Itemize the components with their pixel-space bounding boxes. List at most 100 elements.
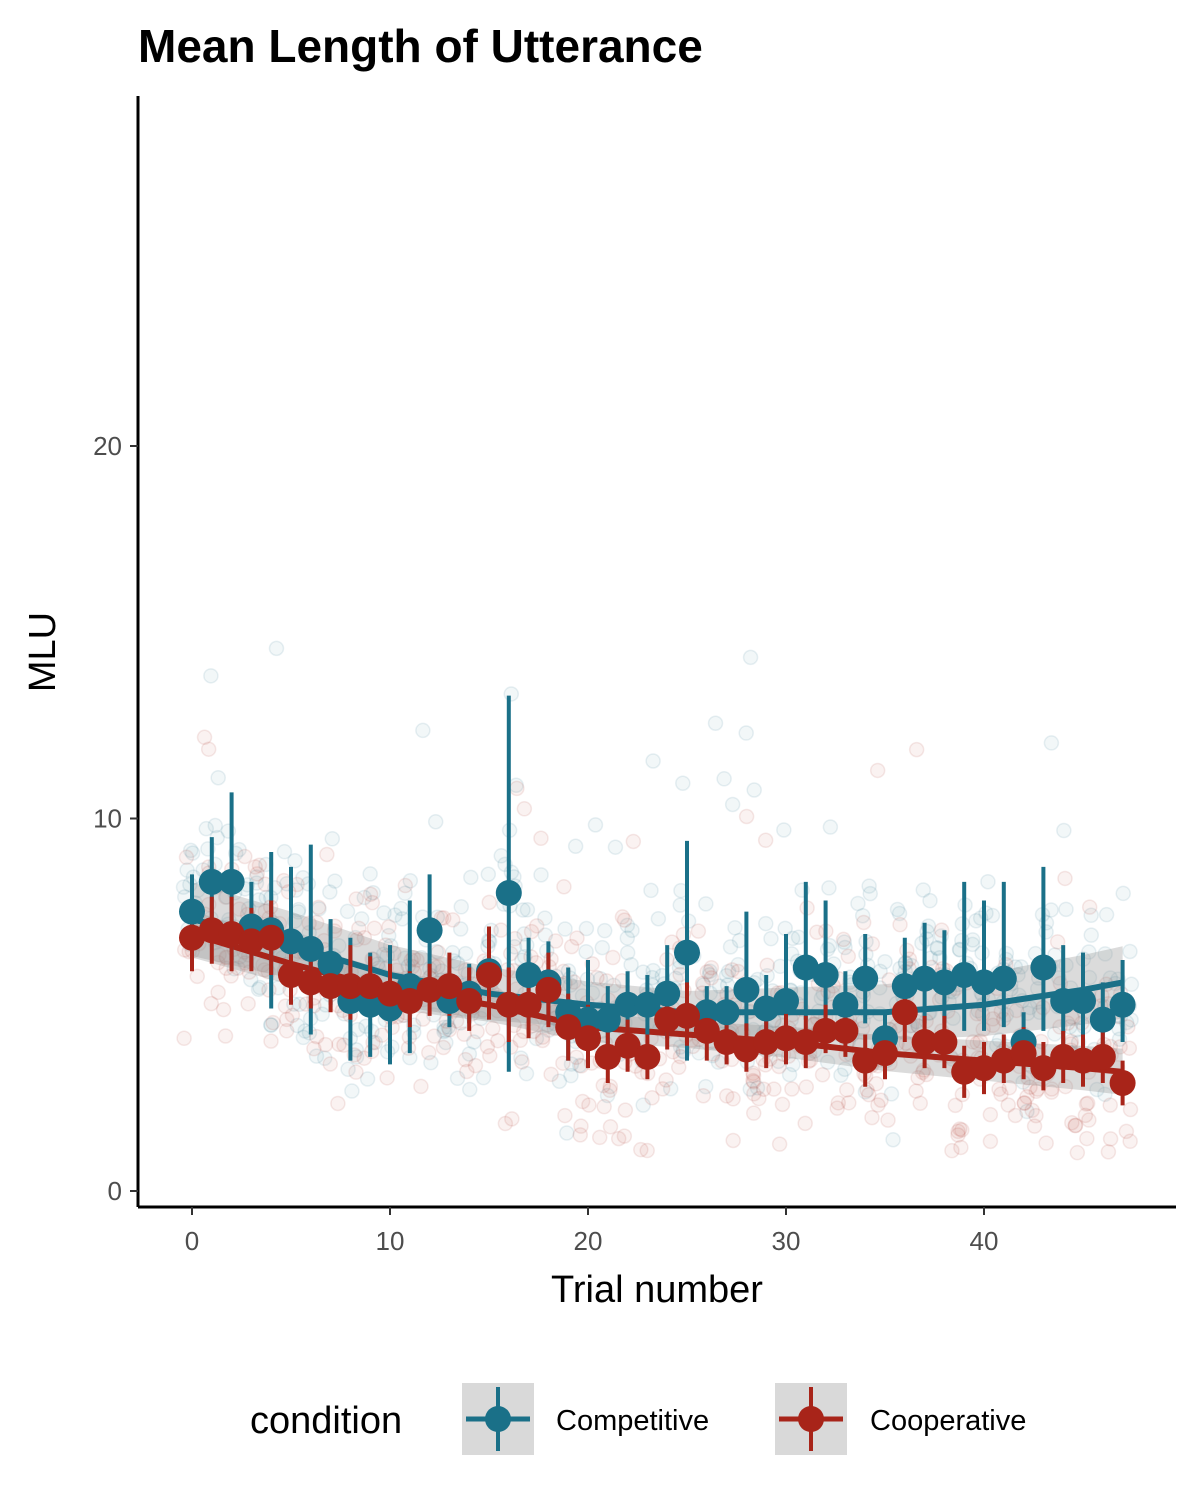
raw-point bbox=[261, 982, 277, 998]
raw-point bbox=[1022, 1079, 1038, 1095]
raw-point bbox=[344, 1083, 360, 1099]
raw-point bbox=[481, 894, 498, 911]
raw-point bbox=[798, 1079, 815, 1095]
mean-point bbox=[971, 1055, 997, 1082]
raw-point bbox=[665, 1044, 681, 1060]
x-axis-title: Trial number bbox=[551, 1269, 763, 1311]
mean-point bbox=[436, 973, 463, 1000]
raw-point bbox=[348, 891, 365, 907]
raw-point bbox=[702, 963, 718, 980]
raw-point bbox=[929, 939, 945, 956]
raw-point bbox=[954, 1122, 970, 1138]
raw-point bbox=[397, 877, 414, 894]
raw-point bbox=[340, 1061, 356, 1078]
raw-point bbox=[910, 1070, 926, 1086]
raw-point bbox=[1079, 1095, 1096, 1111]
raw-point bbox=[436, 910, 452, 926]
mean-point bbox=[654, 980, 681, 1007]
raw-point bbox=[1122, 1101, 1139, 1118]
mean-point bbox=[654, 1006, 681, 1033]
mean-point bbox=[812, 1017, 839, 1044]
raw-point bbox=[869, 762, 886, 779]
raw-point bbox=[645, 753, 661, 769]
raw-point bbox=[746, 1086, 762, 1102]
raw-point bbox=[738, 808, 755, 825]
raw-point bbox=[533, 830, 549, 847]
raw-point bbox=[572, 1127, 589, 1143]
raw-point bbox=[423, 1054, 439, 1071]
raw-point bbox=[1097, 1086, 1113, 1103]
raw-point bbox=[482, 1047, 498, 1064]
raw-point bbox=[512, 1032, 529, 1049]
raw-point bbox=[436, 1023, 452, 1040]
raw-point bbox=[614, 909, 631, 925]
raw-point bbox=[837, 939, 853, 956]
raw-point bbox=[351, 920, 367, 937]
raw-point bbox=[1097, 946, 1113, 962]
raw-point bbox=[587, 817, 604, 833]
raw-point bbox=[670, 1059, 687, 1076]
raw-point bbox=[862, 885, 878, 902]
raw-point bbox=[252, 979, 268, 996]
raw-point bbox=[619, 944, 636, 961]
y-tick-label: 0 bbox=[108, 1176, 122, 1206]
raw-point bbox=[1043, 1084, 1060, 1100]
raw-point bbox=[453, 899, 470, 915]
raw-point bbox=[537, 927, 554, 943]
raw-point bbox=[493, 922, 509, 938]
raw-point bbox=[602, 1082, 618, 1099]
raw-point bbox=[178, 849, 195, 866]
mean-point bbox=[1109, 1069, 1136, 1096]
mean-point bbox=[1010, 1040, 1037, 1067]
mean-point bbox=[753, 995, 780, 1022]
raw-point bbox=[519, 902, 536, 918]
raw-point bbox=[485, 1020, 501, 1037]
legend-label-competitive: Competitive bbox=[556, 1405, 709, 1437]
raw-point bbox=[537, 910, 553, 926]
raw-point bbox=[1078, 1096, 1095, 1112]
mean-point bbox=[674, 1002, 700, 1029]
mean-point bbox=[832, 1017, 859, 1044]
raw-point bbox=[1121, 1040, 1138, 1056]
raw-point bbox=[720, 963, 737, 980]
raw-point bbox=[381, 919, 397, 935]
mean-point bbox=[198, 917, 225, 944]
mean-point bbox=[317, 950, 344, 977]
raw-point bbox=[883, 1086, 900, 1102]
raw-point bbox=[950, 1123, 966, 1140]
raw-point bbox=[461, 1081, 478, 1098]
raw-point bbox=[384, 1019, 400, 1036]
raw-point bbox=[515, 902, 531, 918]
raw-point bbox=[1043, 735, 1060, 751]
raw-point bbox=[1026, 1118, 1043, 1134]
raw-point bbox=[965, 1034, 981, 1050]
mean-point bbox=[1030, 1055, 1057, 1082]
raw-point bbox=[991, 1081, 1007, 1097]
raw-point bbox=[993, 1086, 1009, 1102]
mean-point bbox=[575, 1025, 601, 1052]
raw-point bbox=[444, 912, 461, 928]
raw-point bbox=[861, 1086, 877, 1103]
raw-point bbox=[1057, 1078, 1074, 1095]
raw-point bbox=[324, 831, 341, 847]
raw-point bbox=[426, 1028, 442, 1044]
raw-point bbox=[835, 931, 852, 948]
mean-point bbox=[179, 898, 205, 925]
raw-point bbox=[1112, 1039, 1128, 1055]
raw-point bbox=[578, 920, 595, 937]
raw-point bbox=[625, 833, 642, 850]
raw-point bbox=[707, 715, 724, 731]
mean-point bbox=[614, 1032, 641, 1059]
raw-point bbox=[203, 668, 219, 684]
raw-point bbox=[184, 845, 201, 861]
raw-point bbox=[616, 912, 633, 928]
raw-point bbox=[397, 885, 413, 902]
raw-point bbox=[348, 1064, 364, 1080]
raw-point bbox=[749, 1080, 766, 1096]
mean-point bbox=[971, 969, 997, 996]
raw-point bbox=[331, 1036, 347, 1053]
raw-point bbox=[379, 1070, 395, 1086]
raw-point bbox=[711, 978, 728, 994]
mean-point bbox=[515, 961, 542, 988]
